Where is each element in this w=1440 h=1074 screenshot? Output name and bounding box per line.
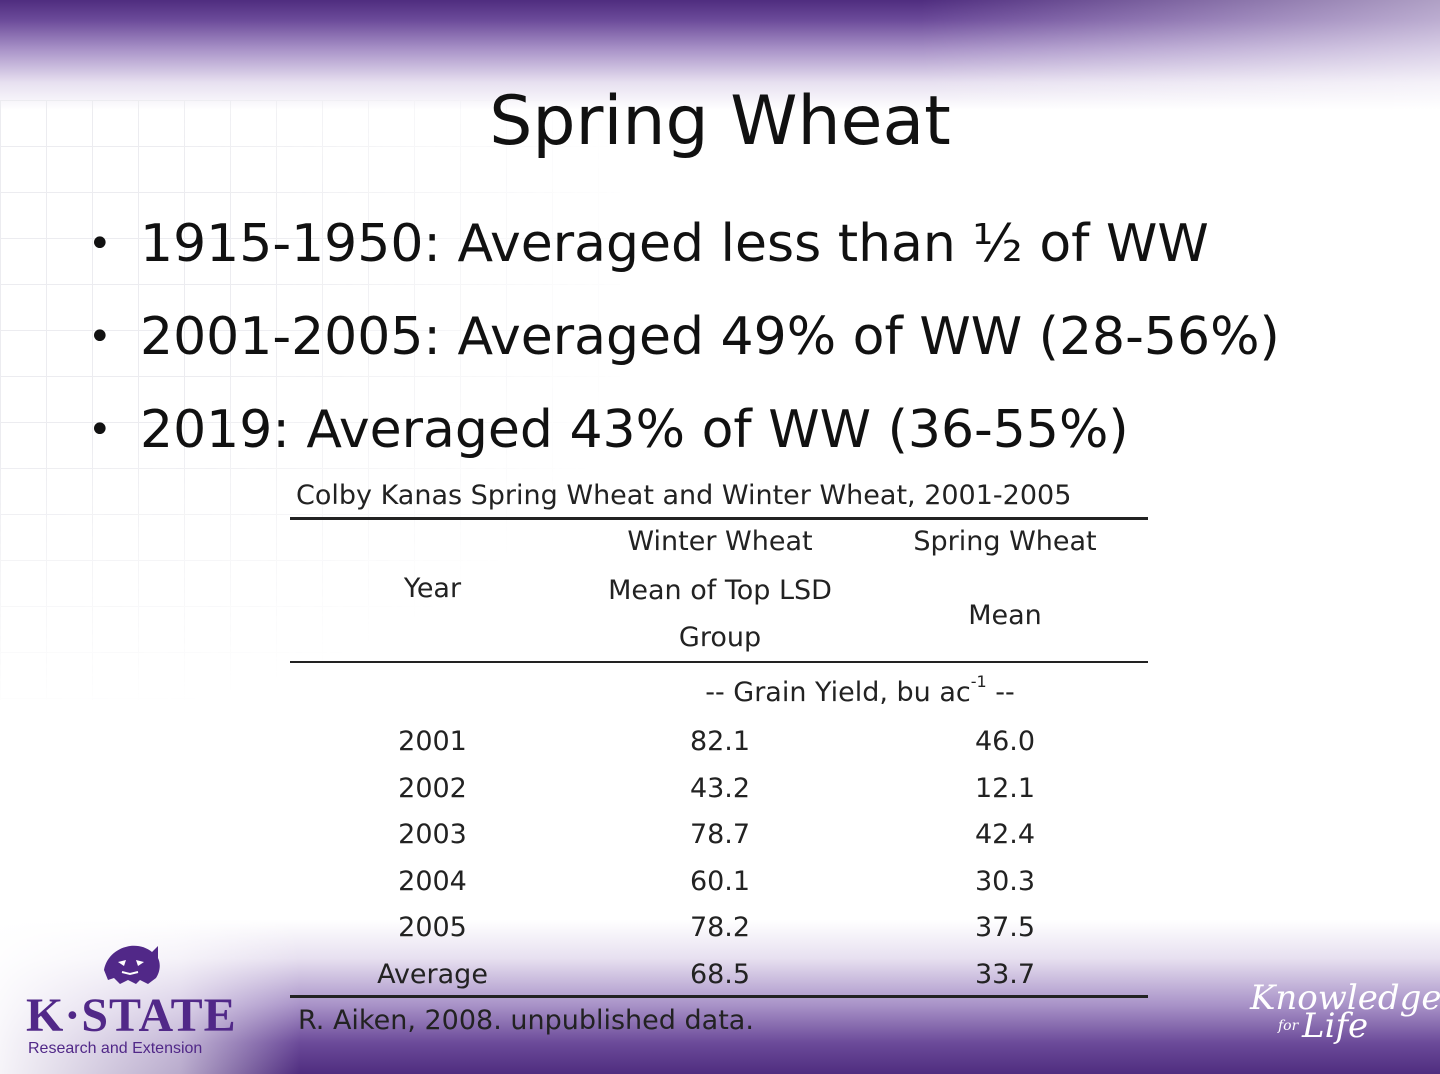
header-winter-wheat: Winter Wheat bbox=[627, 526, 813, 557]
units-suffix: -- bbox=[986, 677, 1015, 708]
bullet-item: • 1915-1950: Averaged less than ½ of WW bbox=[84, 198, 1280, 291]
row-year: 2002 bbox=[398, 773, 467, 804]
bullet-text: 2001-2005: Averaged 49% of WW (28-56%) bbox=[140, 307, 1280, 367]
bullet-item: • 2001-2005: Averaged 49% of WW (28-56%) bbox=[84, 291, 1280, 384]
units-label: -- Grain Yield, bu ac-1 -- bbox=[600, 672, 1120, 708]
row-year: 2003 bbox=[398, 819, 467, 850]
bullet-item: • 2019: Averaged 43% of WW (36-55%) bbox=[84, 384, 1280, 477]
header-sw-mean: Mean bbox=[968, 600, 1042, 631]
row-year: 2001 bbox=[398, 726, 467, 757]
units-text: -- Grain Yield, bu ac bbox=[705, 677, 971, 708]
row-ww-value: 78.2 bbox=[689, 912, 751, 943]
tagline-for: for bbox=[1278, 1018, 1299, 1034]
row-sw-value: 37.5 bbox=[974, 912, 1036, 943]
research-extension-label: Research and Extension bbox=[28, 1040, 203, 1057]
row-year: 2005 bbox=[398, 912, 467, 943]
bullet-text: 2019: Averaged 43% of WW (36-55%) bbox=[140, 400, 1129, 460]
table-bottom-rule bbox=[290, 995, 1148, 998]
row-ww-value: 43.2 bbox=[689, 773, 751, 804]
kstate-wordmark: K·STATE bbox=[26, 989, 237, 1042]
table-header-rule bbox=[290, 661, 1148, 663]
table-top-rule bbox=[290, 517, 1148, 520]
top-purple-band bbox=[0, 0, 1440, 110]
row-ww-value: 78.7 bbox=[689, 819, 751, 850]
wildcat-icon bbox=[104, 945, 160, 984]
tagline-life: Life bbox=[1302, 1006, 1369, 1046]
background-grid bbox=[0, 100, 620, 700]
row-sw-value: 42.4 bbox=[974, 819, 1036, 850]
bullet-dot: • bbox=[88, 221, 112, 267]
row-ww-value: 60.1 bbox=[689, 866, 751, 897]
table-source-note: R. Aiken, 2008. unpublished data. bbox=[298, 1005, 754, 1036]
bullet-dot: • bbox=[88, 314, 112, 360]
header-spring-wheat: Spring Wheat bbox=[913, 526, 1097, 557]
row-ww-value: 82.1 bbox=[689, 726, 751, 757]
row-year: 2004 bbox=[398, 866, 467, 897]
row-sw-average: 33.7 bbox=[974, 959, 1036, 990]
header-ww-group: Group bbox=[678, 622, 762, 653]
header-ww-mean: Mean of Top LSD bbox=[608, 575, 832, 606]
row-sw-value: 30.3 bbox=[974, 866, 1036, 897]
kstate-logo: K·STATE Research and Extension bbox=[22, 940, 242, 1060]
header-year: Year bbox=[403, 573, 462, 604]
row-year-average: Average bbox=[377, 959, 488, 990]
bullet-text: 1915-1950: Averaged less than ½ of WW bbox=[140, 214, 1209, 274]
slide-title: Spring Wheat bbox=[489, 82, 951, 161]
row-sw-value: 46.0 bbox=[974, 726, 1036, 757]
units-superscript: -1 bbox=[970, 672, 987, 691]
bullet-dot: • bbox=[88, 407, 112, 453]
bottom-purple-band bbox=[0, 920, 1440, 1074]
tagline-knowledge: Knowledge bbox=[1250, 978, 1440, 1018]
bullet-list: • 1915-1950: Averaged less than ½ of WW •… bbox=[84, 198, 1280, 477]
row-sw-value: 12.1 bbox=[974, 773, 1036, 804]
table-caption: Colby Kanas Spring Wheat and Winter Whea… bbox=[296, 480, 1072, 511]
knowledge-for-life-tagline: Knowledge for Life bbox=[1250, 978, 1440, 1058]
row-ww-average: 68.5 bbox=[689, 959, 751, 990]
